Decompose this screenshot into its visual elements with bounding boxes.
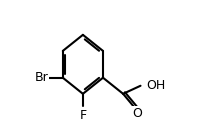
Text: Br: Br (34, 71, 48, 84)
Text: OH: OH (146, 79, 165, 92)
Text: F: F (79, 109, 87, 122)
Text: O: O (132, 107, 142, 120)
